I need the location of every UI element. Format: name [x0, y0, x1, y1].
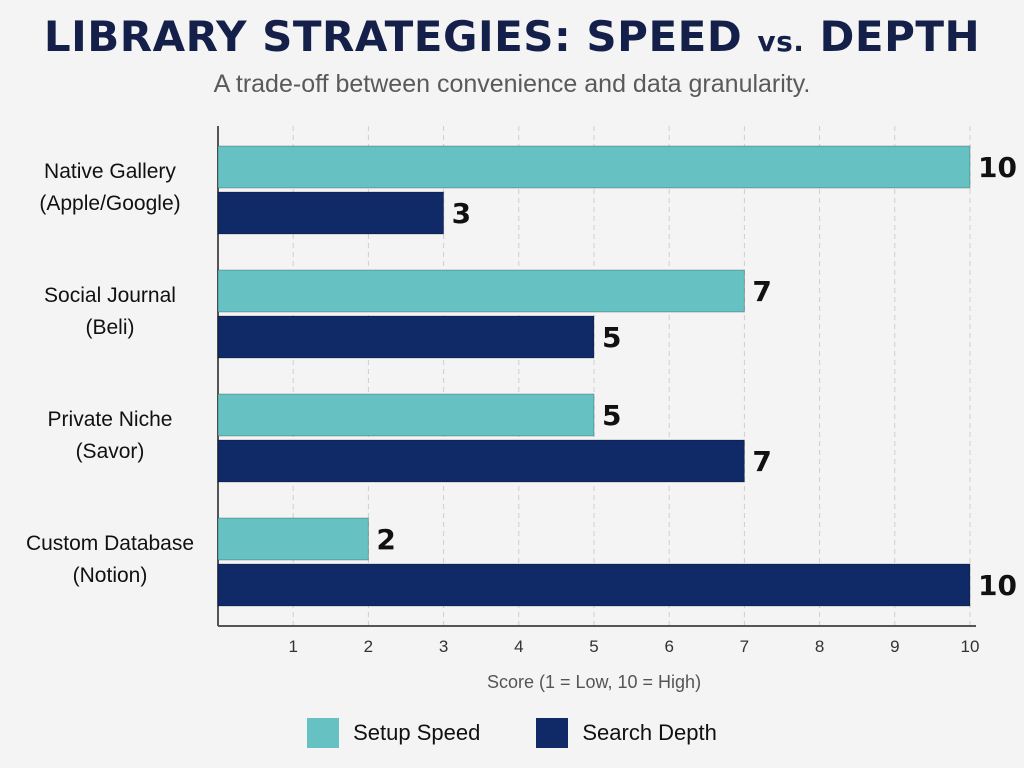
chart-subtitle: A trade-off between convenience and data… — [213, 70, 811, 98]
legend-swatch-setup-speed — [307, 718, 340, 748]
bar — [217, 315, 595, 359]
legend-swatch-search-depth — [536, 718, 569, 748]
category-label: Private Niche — [48, 408, 173, 431]
category-label: (Savor) — [76, 440, 145, 463]
bar — [217, 145, 971, 189]
x-tick-label: 10 — [961, 637, 980, 656]
bar — [217, 393, 595, 437]
bar — [217, 563, 971, 607]
value-label: 10 — [978, 151, 1017, 184]
bar — [217, 439, 745, 483]
x-axis-title: Score (1 = Low, 10 = High) — [486, 672, 702, 692]
value-label: 3 — [452, 197, 471, 230]
x-tick-label: 2 — [364, 637, 373, 656]
category-label: Native Gallery — [44, 160, 176, 183]
x-tick-label: 3 — [439, 637, 448, 656]
legend: Setup Speed Search Depth — [0, 718, 1024, 748]
category-label: Custom Database — [26, 532, 194, 555]
chart-title-end: DEPTH — [819, 12, 981, 61]
x-tick-label: 4 — [514, 637, 523, 656]
x-tick-label: 5 — [589, 637, 598, 656]
legend-label-search-depth: Search Depth — [582, 720, 717, 745]
value-label: 5 — [602, 399, 621, 432]
chart-title-vs: vs. — [757, 25, 805, 58]
bar — [217, 191, 445, 235]
bar — [217, 517, 369, 561]
legend-label-setup-speed: Setup Speed — [353, 720, 481, 745]
bar — [217, 269, 745, 313]
bar-chart: 1 2 3 4 5 6 7 8 9 10 10 3 Native Gallery (Apple/Googl… — [26, 126, 1017, 656]
value-label: 10 — [978, 569, 1017, 602]
x-tick-label: 8 — [815, 637, 824, 656]
value-label: 7 — [752, 275, 771, 308]
x-tick-label: 9 — [890, 637, 899, 656]
legend-item-search-depth: Search Depth — [536, 718, 717, 748]
value-label: 2 — [376, 523, 395, 556]
category-label: (Apple/Google) — [39, 192, 180, 215]
category-label: (Beli) — [85, 316, 134, 339]
x-tick-label: 6 — [664, 637, 673, 656]
chart-title-main: LIBRARY STRATEGIES: SPEED — [43, 12, 743, 61]
value-label: 5 — [602, 321, 621, 354]
legend-item-setup-speed: Setup Speed — [307, 718, 480, 748]
category-label: (Notion) — [73, 564, 148, 587]
category-label: Social Journal — [44, 284, 176, 307]
x-tick-label: 7 — [740, 637, 749, 656]
chart-title: LIBRARY STRATEGIES: SPEED vs. DEPTH — [0, 12, 1024, 61]
value-label: 7 — [752, 445, 771, 478]
x-tick-label: 1 — [288, 637, 297, 656]
